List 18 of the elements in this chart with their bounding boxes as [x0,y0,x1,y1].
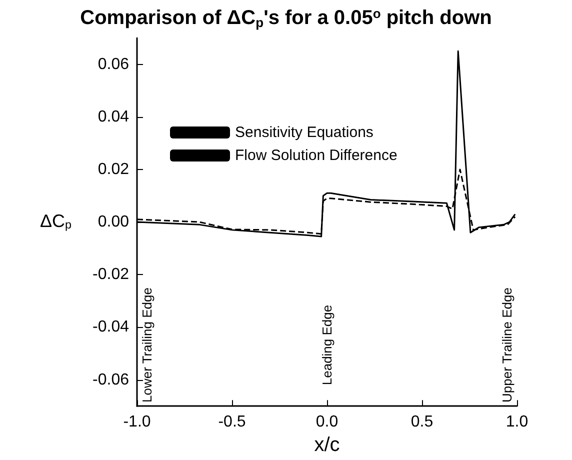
legend-label: Flow Solution Difference [235,147,398,164]
x-tick-label: -0.5 [218,414,246,431]
y-tick-label: 0.02 [98,160,130,178]
x-tick-label: 0.0 [316,414,338,431]
x-tick-label: -1.0 [123,414,151,431]
legend-label: Sensitivity Equations [235,124,374,141]
y-tick-label: -0.04 [92,318,130,336]
x-tick-label: 0.5 [410,414,434,431]
y-tick-label: -0.06 [92,371,130,388]
x-axis-title: x/c [314,434,340,456]
annotation: Upper Trailine Edge [500,288,514,402]
annotation: Leading Edge [320,304,334,386]
y-tick-label: 0.04 [98,108,130,126]
annotation: Lower Trailing Edge [140,288,154,402]
y-tick-label: -0.02 [92,266,130,284]
y-tick-label: 0.00 [98,214,130,231]
x-tick-label: 1.0 [506,414,528,431]
y-tick-label: 0.06 [98,56,130,73]
